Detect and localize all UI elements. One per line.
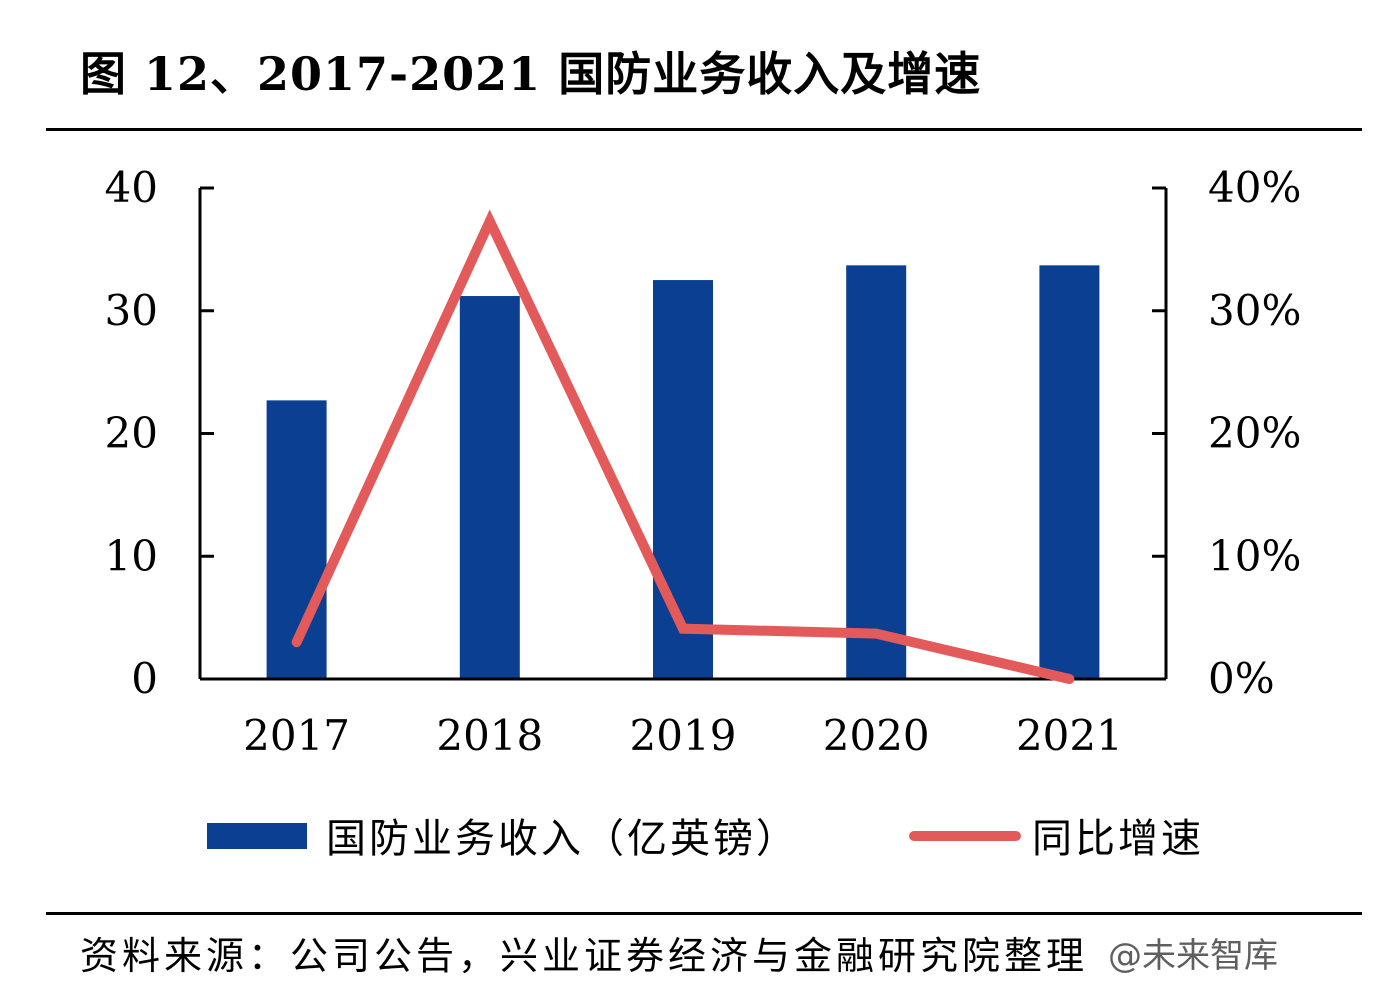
legend-bar-label: 国防业务收入（亿英镑） <box>326 816 799 862</box>
watermark-text: @未来智库 <box>1108 936 1278 976</box>
x-tick-label: 2019 <box>630 711 737 760</box>
right-tick-label: 10% <box>1208 531 1301 580</box>
x-tick-label: 2020 <box>823 711 930 760</box>
legend-line-label: 同比增速 <box>1032 816 1204 862</box>
x-tick-label: 2018 <box>436 711 543 760</box>
x-tick-label: 2017 <box>243 711 350 760</box>
bar-2019 <box>653 280 713 679</box>
left-tick-label: 30 <box>105 286 158 335</box>
bar-2020 <box>846 265 907 679</box>
top-rule <box>46 128 1362 131</box>
bar-2021 <box>1039 265 1100 679</box>
legend-bar-swatch <box>207 823 307 849</box>
left-tick-label: 20 <box>105 409 158 458</box>
left-tick-label: 10 <box>105 531 158 580</box>
bottom-rule <box>46 912 1362 915</box>
left-tick-label: 0 <box>131 654 158 703</box>
right-tick-label: 20% <box>1208 409 1301 458</box>
right-tick-label: 30% <box>1208 286 1301 335</box>
bar-2018 <box>459 296 520 679</box>
right-tick-label: 40% <box>1208 163 1301 212</box>
left-tick-label: 40 <box>105 163 158 212</box>
source-note: 资料来源：公司公告，兴业证券经济与金融研究院整理 <box>80 934 1089 978</box>
x-tick-label: 2021 <box>1016 711 1123 760</box>
figure-title: 图 12、2017-2021 国防业务收入及增速 <box>80 47 982 101</box>
right-tick-label: 0% <box>1208 654 1275 703</box>
